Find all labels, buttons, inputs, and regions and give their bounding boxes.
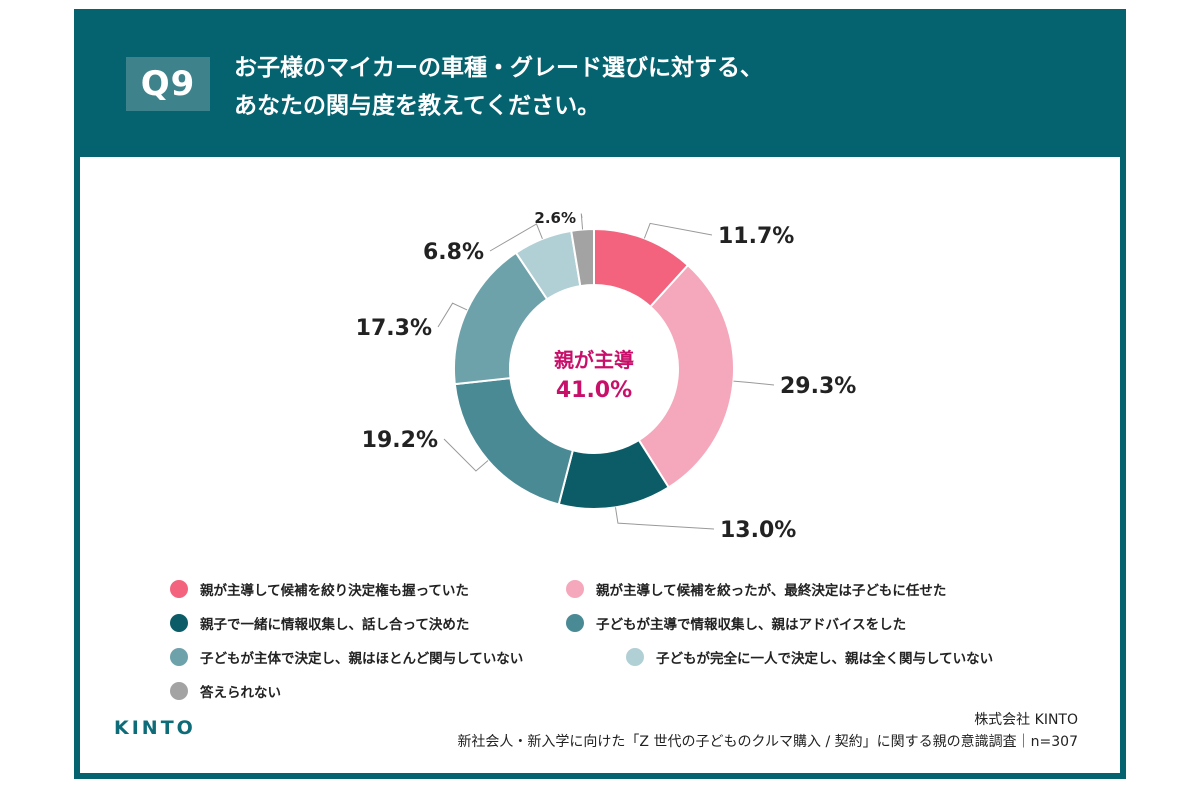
credit: 株式会社 KINTO 新社会人・新入学に向けた「Z 世代の子どものクルマ購入 /…	[457, 709, 1078, 753]
chart-panel: 11.7% 29.3% 13.0% 19.2% 17.3% 6.8% 2.6% 親が主導 4…	[80, 157, 1120, 773]
legend-swatch	[170, 614, 188, 632]
card-frame: Q9 お子様のマイカーの車種・グレード選びに対する、 あなたの関与度を教えてくだ…	[74, 9, 1126, 779]
legend-item: 答えられない	[170, 681, 281, 701]
legend-swatch	[170, 648, 188, 666]
legend-label: 親が主導して候補を絞ったが、最終決定は子どもに任せた	[596, 583, 947, 599]
question-title-line2: あなたの関与度を教えてください。	[234, 93, 601, 119]
legend-item: 親が主導して候補を絞り決定権も握っていた	[170, 579, 469, 599]
legend-label: 子どもが主導で情報収集し、親はアドバイスをした	[596, 617, 907, 633]
question-title: お子様のマイカーの車種・グレード選びに対する、 あなたの関与度を教えてください。	[234, 49, 763, 125]
data-label: 11.7%	[718, 224, 794, 249]
legend-swatch	[566, 580, 584, 598]
donut-chart: 11.7% 29.3% 13.0% 19.2% 17.3% 6.8% 2.6% 親が主導 4…	[356, 209, 857, 543]
legend-label: 答えられない	[200, 685, 281, 701]
leader-line	[443, 438, 489, 472]
leader-line	[614, 507, 715, 530]
data-label: 6.8%	[423, 240, 484, 265]
legend-item: 親子で一緒に情報収集し、話し合って決めた	[170, 613, 469, 633]
legend-swatch	[170, 682, 188, 700]
legend-label: 子どもが主体で決定し、親はほとんど関与していない	[200, 651, 524, 667]
kinto-logo: KINTO	[114, 717, 196, 739]
leader-line	[643, 222, 713, 239]
leader-line	[733, 380, 775, 386]
legend-label: 親が主導して候補を絞り決定権も握っていた	[200, 583, 469, 599]
legend-swatch	[170, 580, 188, 598]
legend-swatch	[566, 614, 584, 632]
leader-line	[437, 302, 468, 328]
legend-swatch	[626, 648, 644, 666]
leader-line	[580, 213, 584, 230]
data-label: 13.0%	[720, 518, 796, 543]
question-title-line1: お子様のマイカーの車種・グレード選びに対する、	[234, 55, 763, 81]
legend-item: 子どもが主体で決定し、親はほとんど関与していない	[170, 647, 523, 667]
legend-label: 子どもが完全に一人で決定し、親は全く関与していない	[656, 651, 994, 667]
legend-item: 親が主導して候補を絞ったが、最終決定は子どもに任せた	[566, 579, 946, 599]
center-value: 41.0%	[556, 378, 632, 403]
question-badge: Q9	[126, 57, 210, 111]
legend-label: 親子で一緒に情報収集し、話し合って決めた	[200, 617, 470, 633]
company-name: 株式会社 KINTO	[974, 712, 1078, 728]
survey-note: 新社会人・新入学に向けた「Z 世代の子どものクルマ購入 / 契約」に関する親の意…	[457, 734, 1078, 750]
legend-item: 子どもが主導で情報収集し、親はアドバイスをした	[566, 613, 906, 633]
data-label: 2.6%	[534, 209, 576, 227]
donut-slice	[570, 227, 595, 288]
data-label: 17.3%	[356, 316, 432, 341]
data-label: 19.2%	[362, 428, 438, 453]
legend-item: 子どもが完全に一人で決定し、親は全く関与していない	[626, 647, 993, 667]
donut-slice	[637, 263, 735, 489]
leader-line	[489, 223, 543, 252]
data-label: 29.3%	[780, 374, 856, 399]
center-label: 親が主導	[554, 348, 634, 372]
